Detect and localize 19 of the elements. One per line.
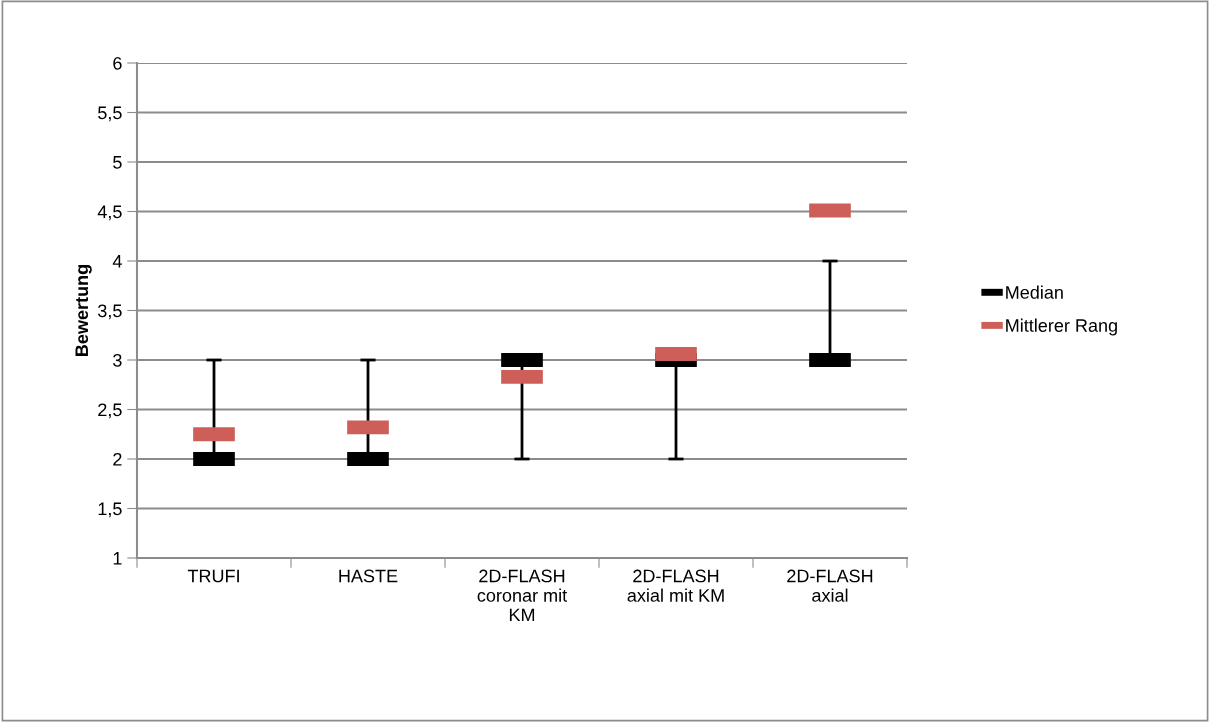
legend-label: Mittlerer Rang [1006, 318, 1117, 336]
y-tick-label: 3 [113, 353, 122, 367]
y-tick-label: 2,5 [98, 403, 122, 419]
y-tick-label: 4 [112, 255, 122, 268]
x-tick-label: 2D-FLASH axial mit KM [627, 569, 724, 602]
x-tick-label: 2D-FLASH coronar mit KM [477, 569, 568, 622]
y-tick-label: 1 [113, 552, 122, 565]
y-tick-label: 5,5 [98, 106, 122, 122]
legend-label: Median [1006, 285, 1063, 299]
y-tick-label: 1,5 [98, 502, 122, 518]
y-tick-label: 3,5 [98, 304, 122, 320]
x-tick-label: 2D-FLASH axial [787, 569, 873, 602]
y-axis-title: Bewertung [75, 265, 92, 356]
y-tick-label: 6 [113, 56, 122, 70]
x-tick-label: HASTE [339, 569, 398, 583]
y-tick-label: 5 [113, 156, 122, 169]
y-tick-label: 2 [113, 452, 122, 466]
x-tick-label: TRUFI [187, 569, 239, 583]
y-tick-label: 4,5 [97, 205, 122, 221]
